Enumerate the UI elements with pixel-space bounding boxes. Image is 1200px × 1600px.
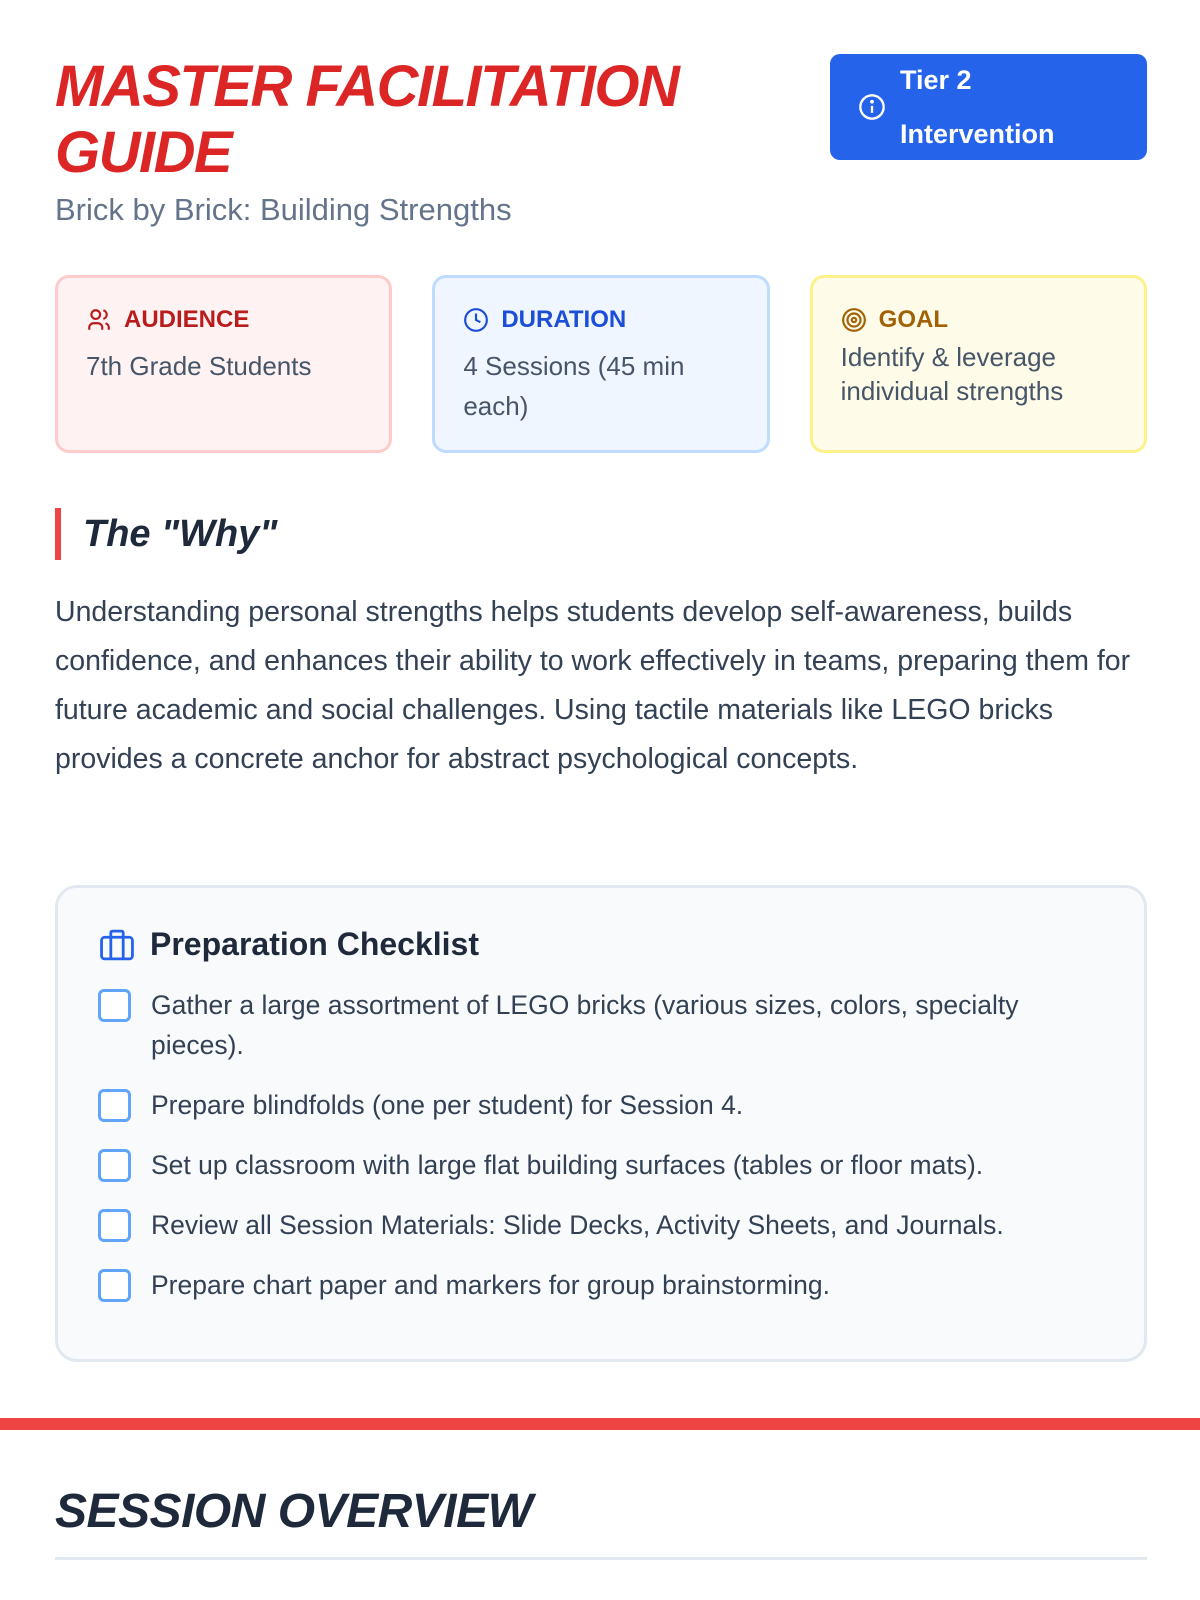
target-icon (841, 308, 866, 332)
audience-value: 7th Grade Students (86, 351, 312, 381)
checklist-item[interactable]: Review all Session Materials: Slide Deck… (98, 1205, 1104, 1245)
briefcase-icon (100, 929, 134, 960)
checklist-item[interactable]: Gather a large assortment of LEGO bricks… (98, 985, 1104, 1065)
why-heading: The "Why" (55, 508, 277, 560)
section-divider (0, 1418, 1200, 1430)
tier-badge: Tier 2 Intervention (830, 54, 1147, 160)
checkbox[interactable] (98, 1149, 131, 1182)
clock-icon (464, 308, 489, 332)
checkbox[interactable] (98, 1089, 131, 1122)
heading-rule (55, 1557, 1147, 1560)
duration-label: DURATION (501, 306, 627, 333)
preparation-checklist: Preparation Checklist Gather a large ass… (55, 885, 1147, 1362)
checkbox[interactable] (98, 989, 131, 1022)
checklist-title: Preparation Checklist (150, 926, 479, 962)
checkbox[interactable] (98, 1269, 131, 1302)
checklist-item-label: Review all Session Materials: Slide Deck… (151, 1210, 1004, 1240)
tier-badge-label: Tier 2 Intervention (900, 65, 1055, 149)
checklist-item[interactable]: Prepare blindfolds (one per student) for… (98, 1085, 1104, 1125)
checklist-item[interactable]: Set up classroom with large flat buildin… (98, 1145, 1104, 1185)
audience-label: AUDIENCE (124, 306, 250, 333)
audience-card: AUDIENCE 7th Grade Students (55, 275, 393, 453)
checklist-item-label: Prepare blindfolds (one per student) for… (151, 1090, 744, 1120)
duration-card: DURATION 4 Sessions (45 min each) (432, 275, 770, 453)
users-icon (88, 309, 110, 330)
session-overview-heading: SESSION OVERVIEW (55, 1485, 533, 1538)
checklist-item-label: Prepare chart paper and markers for grou… (151, 1270, 831, 1300)
checklist-item-label: Set up classroom with large flat buildin… (151, 1150, 984, 1180)
page-title: MASTER FACILITATION GUIDE (55, 54, 680, 185)
checklist-item[interactable]: Prepare chart paper and markers for grou… (98, 1265, 1104, 1305)
checkbox[interactable] (98, 1209, 131, 1242)
goal-card: GOAL Identify & leverage individual stre… (809, 275, 1147, 453)
checklist-item-label: Gather a large assortment of LEGO bricks… (151, 990, 1019, 1060)
duration-value: 4 Sessions (45 min each) (463, 351, 685, 421)
info-icon (859, 94, 885, 120)
goal-value: Identify & leverage individual strengths (840, 342, 1064, 406)
info-cards: AUDIENCE 7th Grade Students DURATION 4 S… (55, 275, 1147, 453)
goal-label: GOAL (878, 306, 948, 333)
page-subtitle: Brick by Brick: Building Strengths (55, 192, 512, 227)
why-text: Understanding personal strengths helps s… (55, 596, 1131, 775)
